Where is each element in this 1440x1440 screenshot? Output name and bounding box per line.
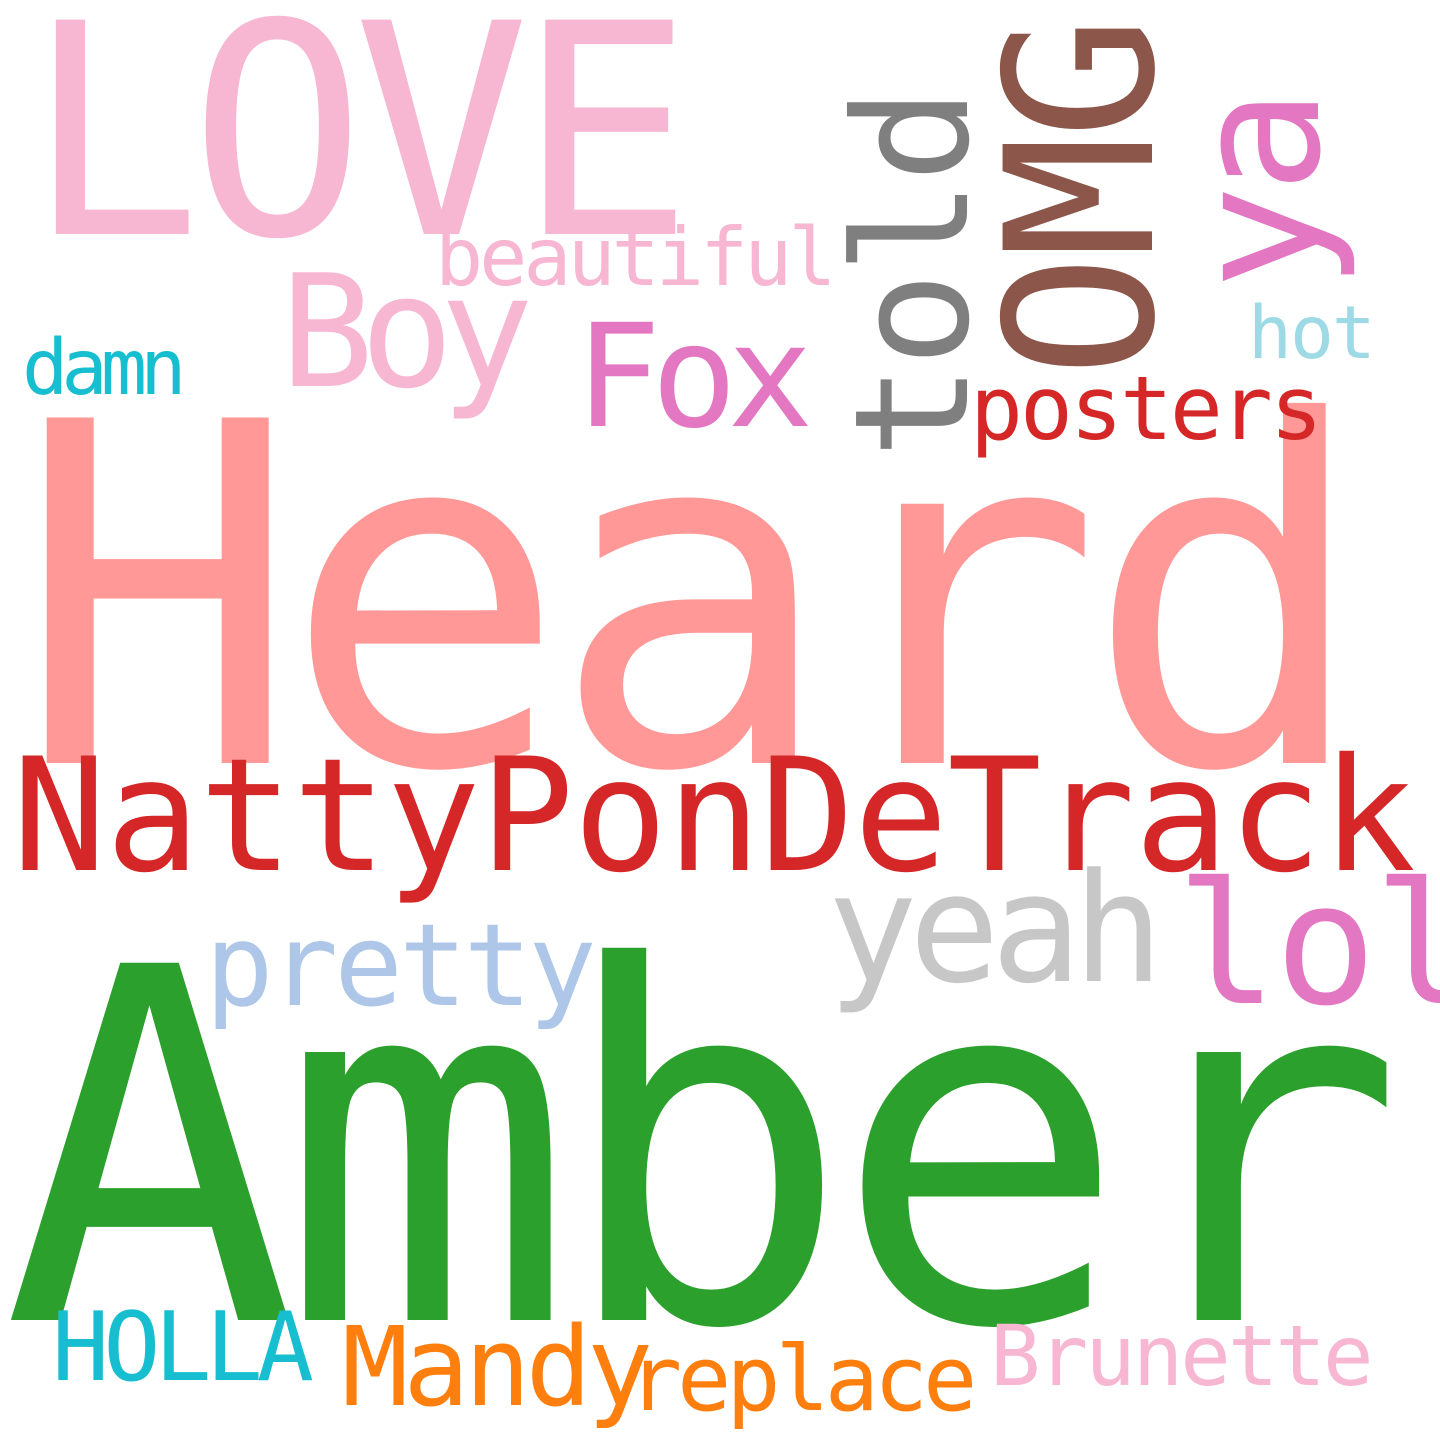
word-told: told — [821, 90, 1005, 460]
word-amber: Amber — [2, 865, 1405, 1436]
word-brunette: Brunette — [990, 1307, 1374, 1405]
word-posters: posters — [970, 357, 1323, 460]
word-heard: Heard — [15, 323, 1370, 875]
word-boy: Boy — [280, 241, 534, 423]
word-fox: Fox — [575, 293, 813, 460]
word-mandy: Mandy — [342, 1303, 653, 1431]
word-yeah: yeah — [827, 841, 1164, 1017]
word-nattypondetrack: NattyPonDeTrack — [12, 725, 1416, 908]
word-ya: ya — [1157, 96, 1360, 290]
word-replace: replace — [628, 1327, 977, 1432]
word-pretty: pretty — [205, 899, 597, 1032]
word-holla: HOLLA — [52, 1293, 314, 1403]
word-omg: OMG — [963, 19, 1201, 378]
word-lol: lol — [1176, 846, 1440, 1043]
word-hot: hot — [1248, 291, 1376, 376]
word-beautiful: beautiful — [435, 211, 836, 304]
word-damn: damn — [22, 324, 186, 413]
word-love: LOVE — [25, 0, 694, 304]
